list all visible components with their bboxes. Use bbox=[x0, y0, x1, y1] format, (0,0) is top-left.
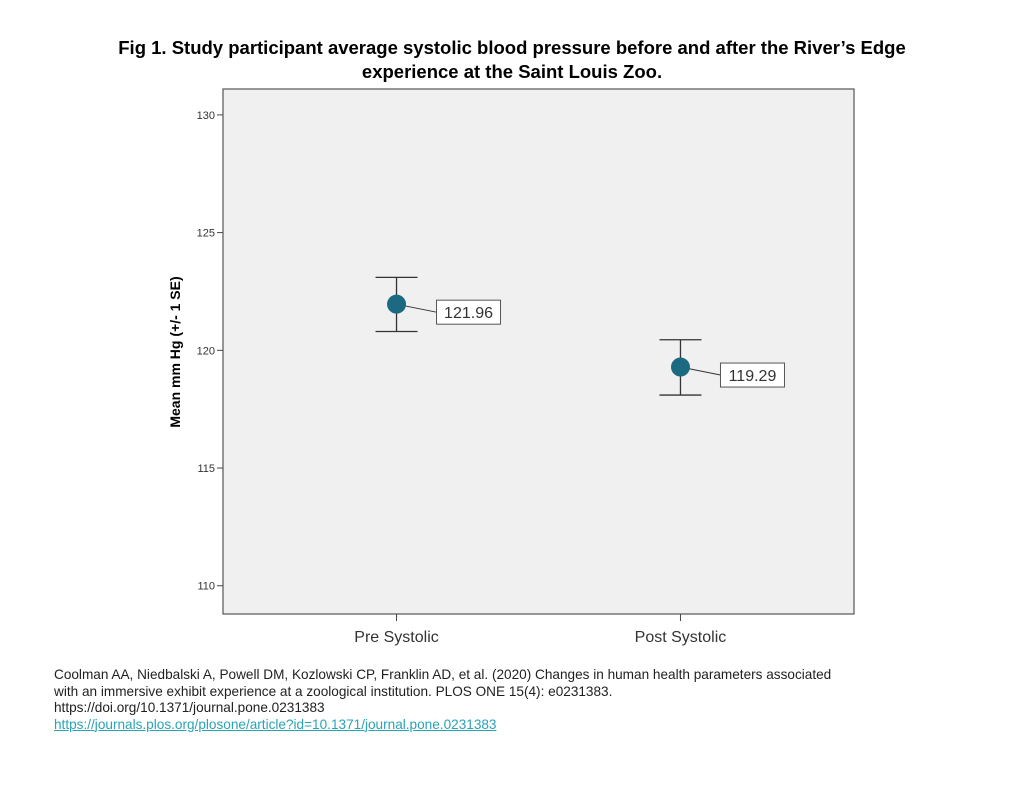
data-point bbox=[670, 357, 690, 377]
data-label: 121.96 bbox=[444, 305, 493, 322]
y-axis-label: Mean mm Hg (+/- 1 SE) bbox=[167, 276, 183, 427]
data-marks: 121.96 119.29 bbox=[375, 276, 785, 396]
x-tick-label: Pre Systolic bbox=[354, 629, 438, 646]
x-axis: Pre Systolic Post Systolic bbox=[354, 614, 726, 646]
data-label: 119.29 bbox=[729, 368, 777, 385]
citation: Coolman AA, Niedbalski A, Powell DM, Koz… bbox=[54, 667, 954, 733]
error-bar-chart: 110 115 120 125 130 Pre Systolic Post Systoli… bbox=[167, 88, 855, 646]
y-axis: 110 115 120 125 130 bbox=[197, 110, 223, 593]
y-tick-label: 115 bbox=[197, 463, 215, 475]
data-point bbox=[387, 294, 407, 314]
figure-title-line-2: experience at the Saint Louis Zoo. bbox=[361, 61, 663, 82]
x-tick-label: Post Systolic bbox=[635, 629, 727, 646]
citation-line-1: Coolman AA, Niedbalski A, Powell DM, Koz… bbox=[54, 667, 832, 682]
figure-title: Fig 1. Study participant average systoli… bbox=[40, 36, 984, 84]
y-tick-label: 120 bbox=[197, 345, 215, 357]
data-label-box bbox=[436, 299, 502, 325]
y-tick-label: 125 bbox=[197, 228, 215, 240]
y-tick-label: 130 bbox=[197, 110, 215, 122]
citation-doi: https://doi.org/10.1371/journal.pone.023… bbox=[54, 700, 325, 715]
citation-line-2: with an immersive exhibit experience at … bbox=[54, 683, 613, 699]
figure-title-line-1: Fig 1. Study participant average systoli… bbox=[118, 37, 906, 58]
y-tick-label: 110 bbox=[197, 581, 215, 593]
plot-area bbox=[222, 88, 855, 615]
citation-link[interactable]: https://journals.plos.org/plosone/articl… bbox=[54, 716, 497, 732]
data-label-box bbox=[719, 362, 785, 388]
